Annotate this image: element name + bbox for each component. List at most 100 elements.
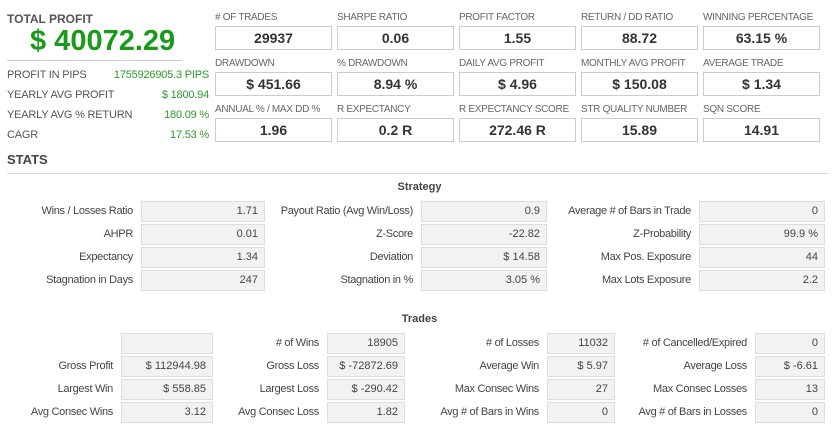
metric-value: 0.2 R (337, 118, 454, 142)
metric-label: R EXPECTANCY SCORE (459, 104, 569, 115)
stat-value: $ -6.61 (755, 356, 825, 377)
metric-value: 63.15 % (703, 26, 820, 50)
metric-value: 1.55 (459, 26, 576, 50)
divider (7, 60, 182, 61)
stat-value (121, 333, 213, 354)
metric-cell: ANNUAL % / MAX DD % 1.96 (215, 104, 332, 142)
metric-cell: DRAWDOWN $ 451.66 (215, 58, 332, 96)
stat-label: Largest Loss (259, 383, 320, 395)
summary-value: $ 1800.94 (161, 89, 209, 101)
stat-label: Avg Consec Wins (30, 406, 113, 418)
summary-value: 180.09 % (164, 109, 209, 121)
metric-label: PROFIT FACTOR (459, 12, 535, 23)
stat-label: Avg # of Bars in Losses (638, 406, 748, 418)
stat-value: 18905 (327, 333, 405, 354)
strategy-heading: Strategy (397, 181, 442, 193)
divider (7, 173, 829, 174)
summary-label: YEARLY AVG % RETURN (7, 109, 133, 121)
metric-cell: MONTHLY AVG PROFIT $ 150.08 (581, 58, 698, 96)
metric-label: DRAWDOWN (215, 58, 275, 69)
stat-label: Max Pos. Exposure (600, 251, 692, 263)
metric-value: $ 4.96 (459, 72, 576, 96)
stat-label: # of Cancelled/Expired (642, 337, 747, 349)
stat-label: Z-Probability (633, 228, 691, 240)
stat-value: 0.9 (421, 201, 547, 222)
stat-value: 3.05 % (421, 270, 547, 291)
summary-label: YEARLY AVG PROFIT (7, 89, 115, 101)
metric-label: R EXPECTANCY (337, 104, 411, 115)
stat-label: # of Wins (275, 337, 319, 349)
summary-value: 1755926905.3 PIPS (113, 69, 209, 81)
stat-label: Payout Ratio (Avg Win/Loss) (280, 205, 414, 217)
stat-value: 247 (141, 270, 265, 291)
metric-label: # OF TRADES (215, 12, 278, 23)
stat-label: Average Win (479, 360, 540, 372)
stat-value: 11032 (547, 333, 615, 354)
metric-cell: RETURN / DD RATIO 88.72 (581, 12, 698, 50)
metric-value: 15.89 (581, 118, 698, 142)
stat-value: 0 (547, 402, 615, 423)
metric-label: SHARPE RATIO (337, 12, 408, 23)
stat-label: Max Consec Losses (653, 383, 747, 395)
summary-value: 17.53 % (170, 129, 209, 141)
stat-label: AHPR (103, 228, 134, 240)
stat-value: $ 5.97 (547, 356, 615, 377)
stat-value: 27 (547, 379, 615, 400)
stats-heading: STATS (7, 152, 48, 167)
stat-value: 0 (755, 333, 825, 354)
stat-value: 1.71 (141, 201, 265, 222)
metric-value: 0.06 (337, 26, 454, 50)
stat-label: Wins / Losses Ratio (41, 205, 133, 217)
metric-cell: SHARPE RATIO 0.06 (337, 12, 454, 50)
stat-value: 0 (699, 201, 825, 222)
stat-label: Stagnation in Days (46, 274, 133, 286)
metric-cell: SQN SCORE 14.91 (703, 104, 820, 142)
metric-value: 14.91 (703, 118, 820, 142)
metric-cell: R EXPECTANCY 0.2 R (337, 104, 454, 142)
stat-value: $ -72872.69 (327, 356, 405, 377)
metric-cell: WINNING PERCENTAGE 63.15 % (703, 12, 820, 50)
stat-label: Average # of Bars in Trade (568, 205, 691, 217)
metric-cell: % DRAWDOWN 8.94 % (337, 58, 454, 96)
stat-label: Gross Loss (266, 360, 319, 372)
metric-value: 8.94 % (337, 72, 454, 96)
metric-cell: R EXPECTANCY SCORE 272.46 R (459, 104, 576, 142)
metric-cell: STR QUALITY NUMBER 15.89 (581, 104, 698, 142)
metric-label: WINNING PERCENTAGE (703, 12, 813, 23)
metric-value: $ 150.08 (581, 72, 698, 96)
stat-label: Stagnation in % (340, 274, 413, 286)
metric-value: 272.46 R (459, 118, 576, 142)
metric-value: $ 1.34 (703, 72, 820, 96)
metric-cell: DAILY AVG PROFIT $ 4.96 (459, 58, 576, 96)
trades-heading: Trades (401, 313, 438, 325)
metric-value: $ 451.66 (215, 72, 332, 96)
metric-label: STR QUALITY NUMBER (581, 104, 688, 115)
stat-value: $ 558.85 (121, 379, 213, 400)
summary-row: YEARLY AVG PROFIT $ 1800.94 (7, 88, 209, 102)
summary-row: CAGR 17.53 % (7, 128, 209, 142)
stat-label: Avg # of Bars in Wins (440, 406, 539, 418)
stat-label: Max Consec Wins (454, 383, 539, 395)
stat-value: 0.01 (141, 224, 265, 245)
stat-value: 99.9 % (699, 224, 825, 245)
stat-value: $ 112944.98 (121, 356, 213, 377)
stat-label: Gross Profit (58, 360, 114, 372)
metric-value: 1.96 (215, 118, 332, 142)
stat-label: Avg Consec Loss (238, 406, 319, 418)
total-profit-value: $ 40072.29 (30, 25, 176, 57)
metric-label: AVERAGE TRADE (703, 58, 784, 69)
metric-label: ANNUAL % / MAX DD % (215, 104, 321, 115)
stat-value: 1.34 (141, 247, 265, 268)
stat-value: $ 14.58 (421, 247, 547, 268)
metric-cell: AVERAGE TRADE $ 1.34 (703, 58, 820, 96)
stat-label: Max Lots Exposure (601, 274, 691, 286)
stat-value: 1.82 (327, 402, 405, 423)
metric-cell: # OF TRADES 29937 (215, 12, 332, 50)
stat-value: 44 (699, 247, 825, 268)
metric-label: DAILY AVG PROFIT (459, 58, 545, 69)
stat-label: Expectancy (79, 251, 133, 263)
stat-value: 0 (755, 402, 825, 423)
stat-value: 2.2 (699, 270, 825, 291)
stat-label: Average Loss (683, 360, 748, 372)
stat-label: Largest Win (57, 383, 114, 395)
